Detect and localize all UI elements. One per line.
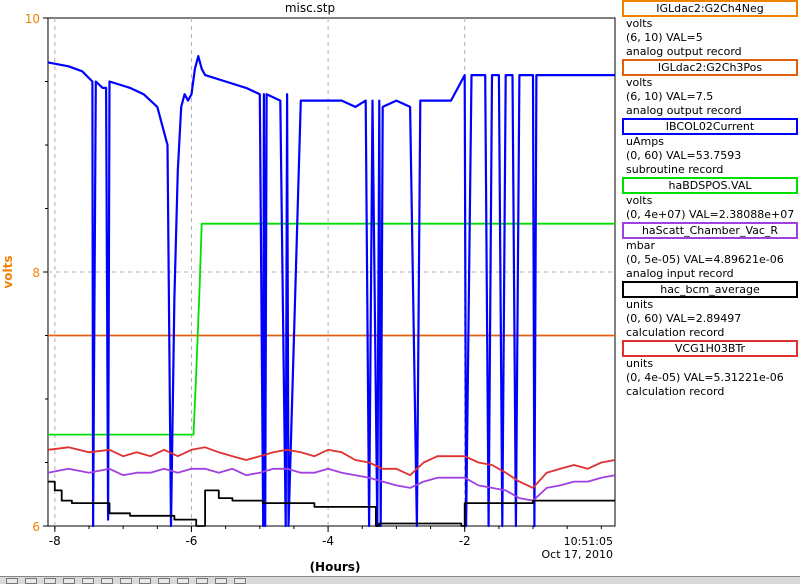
back-button[interactable] — [25, 578, 37, 584]
legend-range-val: (6, 10) VAL=7.5 — [626, 90, 714, 103]
legend-range-val: (0, 4e-05) VAL=5.31221e-06 — [626, 371, 784, 384]
legend-channel-name[interactable]: haBDSPOS.VAL — [622, 177, 798, 194]
zoom-in-button[interactable] — [120, 578, 132, 584]
legend-item[interactable]: IGLdac2:G2Ch3Pos volts (6, 10) VAL=7.5 anal… — [620, 59, 800, 118]
save-button[interactable] — [234, 578, 246, 584]
y-axis-label: volts — [1, 255, 15, 288]
last-button[interactable] — [101, 578, 113, 584]
legend-item[interactable]: haBDSPOS.VAL volts (0, 4e+07) VAL=2.38088e… — [620, 177, 800, 222]
axis-layer: -8 -6 -4 -2 6 8 10 — [25, 12, 602, 548]
legend-item[interactable]: IBCOL02Current uAmps (0, 60) VAL=53.7593 su… — [620, 118, 800, 177]
play-button[interactable] — [63, 578, 75, 584]
legend-units: volts — [626, 76, 653, 89]
x-axis-label: (Hours) — [310, 560, 361, 574]
legend-units: units — [626, 357, 654, 370]
legend-channel-name[interactable]: haScatt_Chamber_Vac_R — [622, 222, 798, 239]
series-layer — [47, 54, 616, 528]
x-tick-label: -8 — [49, 534, 61, 548]
legend-units: mbar — [626, 239, 655, 252]
series-line-vcg1h03btr — [47, 446, 616, 489]
legend-channel-name[interactable]: IBCOL02Current — [622, 118, 798, 135]
legend-channel-name[interactable]: hac_bcm_average — [622, 281, 798, 298]
legend-range-val: (6, 10) VAL=5 — [626, 31, 703, 44]
first-button[interactable] — [6, 578, 18, 584]
time-label: 10:51:05 — [564, 535, 613, 548]
camera-button[interactable] — [215, 578, 227, 584]
date-label: Oct 17, 2010 — [542, 548, 614, 561]
legend-range-val: (0, 60) VAL=2.89497 — [626, 312, 742, 325]
forward-button[interactable] — [82, 578, 94, 584]
legend-record: analog output record — [626, 104, 742, 117]
legend-record: analog output record — [626, 45, 742, 58]
legend-range-val: (0, 4e+07) VAL=2.38088e+07 — [626, 208, 795, 221]
legend-record: analog input record — [626, 267, 734, 280]
legend-range-val: (0, 60) VAL=53.7593 — [626, 149, 742, 162]
series-line-hac-bcm-average — [48, 480, 615, 527]
legend-range-val: (0, 5e-05) VAL=4.89621e-06 — [626, 253, 784, 266]
x-tick-label: -6 — [185, 534, 197, 548]
legend-item[interactable]: haScatt_Chamber_Vac_R mbar (0, 5e-05) VAL=… — [620, 222, 800, 281]
legend-record: calculation record — [626, 326, 725, 339]
legend-units: units — [626, 298, 654, 311]
y-tick-label: 10 — [25, 12, 40, 26]
legend-channel-name[interactable]: IGLdac2:G2Ch3Pos — [622, 59, 798, 76]
y-tick-label: 6 — [32, 520, 40, 534]
legend-channel-name[interactable]: VCG1H03BTr — [622, 340, 798, 357]
legend-units: volts — [626, 194, 653, 207]
legend-units: volts — [626, 17, 653, 30]
select-button[interactable] — [158, 578, 170, 584]
x-tick-label: -2 — [459, 534, 471, 548]
print-button[interactable] — [177, 578, 189, 584]
grid-lines — [48, 18, 615, 526]
strip-chart: -8 -6 -4 -2 6 8 10 volts (Hours) 10:51:05 Oct … — [1, 12, 616, 574]
x-tick-label: -4 — [322, 534, 334, 548]
y-tick-label: 8 — [32, 266, 40, 280]
legend-item[interactable]: VCG1H03BTr units (0, 4e-05) VAL=5.31221e-0… — [620, 340, 800, 399]
legend-channel-name[interactable]: IGLdac2:G2Ch4Neg — [622, 0, 798, 17]
legend-record: calculation record — [626, 385, 725, 398]
series-line-hascatt-chamber-vac-r — [47, 467, 616, 502]
legend-units: uAmps — [626, 135, 664, 148]
legend: IGLdac2:G2Ch4Neg volts (6, 10) VAL=5 analog… — [620, 0, 800, 399]
legend-item[interactable]: hac_bcm_average units (0, 60) VAL=2.89497 c… — [620, 281, 800, 340]
chart-title: misc.stp — [284, 1, 336, 15]
legend-record: subroutine record — [626, 163, 724, 176]
series-line-ibcol02current — [47, 54, 615, 528]
sort-button[interactable] — [196, 578, 208, 584]
zoom-out-button[interactable] — [139, 578, 151, 584]
legend-item[interactable]: IGLdac2:G2Ch4Neg volts (6, 10) VAL=5 analog… — [620, 0, 800, 59]
back-button-2[interactable] — [44, 578, 56, 584]
toolbar — [0, 576, 800, 584]
